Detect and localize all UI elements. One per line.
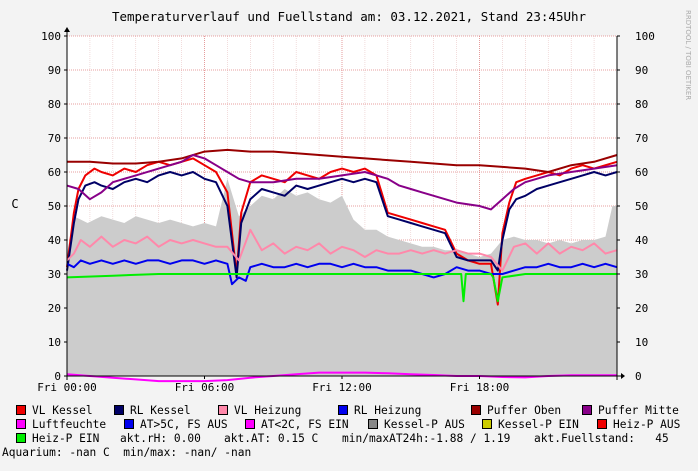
y-tick-label-right: 100 bbox=[635, 30, 655, 43]
legend-swatch bbox=[482, 419, 492, 429]
y-tick-label-right: 20 bbox=[635, 302, 648, 315]
x-tick-label: Fri 12:00 bbox=[312, 381, 372, 394]
legend-item-puffer-oben: Puffer Oben bbox=[471, 404, 561, 418]
legend-label: VL Kessel bbox=[32, 404, 93, 417]
series-heiz-p-ein bbox=[66, 273, 617, 303]
aquarium-info: Aquarium: -nan C min/max: -nan/ -nan bbox=[2, 446, 252, 459]
y-tick-label-left: 60 bbox=[48, 166, 61, 179]
legend-row-2: Luftfeuchte AT>5C, FS AUS AT<2C, FS EIN … bbox=[16, 418, 696, 432]
y-tick-label-left: 10 bbox=[48, 336, 61, 349]
legend-label: Luftfeuchte bbox=[32, 418, 107, 431]
legend-swatch bbox=[16, 405, 26, 415]
y-tick-label-left: 70 bbox=[48, 132, 61, 145]
watermark: RRDTOOL / TOBI OETIKER bbox=[684, 10, 692, 100]
legend-item-heiz-p-aus: Heiz-P AUS bbox=[597, 418, 680, 432]
legend-swatch bbox=[338, 405, 348, 415]
legend-item-rl-kessel: RL Kessel bbox=[114, 404, 191, 418]
y-tick-label-right: 80 bbox=[635, 98, 648, 111]
legend-label: VL Heizung bbox=[234, 404, 302, 417]
series-vl-heizung bbox=[66, 228, 618, 272]
legend-label: Puffer Oben bbox=[487, 404, 562, 417]
legend-label: Puffer Mitte bbox=[598, 404, 679, 417]
legend-label: Kessel-P EIN bbox=[498, 418, 579, 431]
y-tick-label-right: 10 bbox=[635, 336, 648, 349]
legend-label: Kessel-P AUS bbox=[384, 418, 465, 431]
y-tick-label-left: 50 bbox=[48, 200, 61, 213]
legend-label: AT>5C, FS AUS bbox=[140, 418, 228, 431]
y-tick-label-left: 80 bbox=[48, 98, 61, 111]
legend-label: RL Heizung bbox=[354, 404, 422, 417]
legend-item-puffer-mitte: Puffer Mitte bbox=[582, 404, 679, 418]
y-tick-label-left: 40 bbox=[48, 234, 61, 247]
stat-rh: akt.rH: 0.00 bbox=[120, 432, 201, 445]
legend-row-1: VL Kessel RL Kessel VL Heizung RL Heizun… bbox=[16, 404, 696, 418]
series-luftfeuchte bbox=[66, 371, 617, 383]
y-tick-label-left: 100 bbox=[41, 30, 61, 43]
series-rl-heizung bbox=[66, 259, 618, 286]
legend-item-vl-kessel: VL Kessel bbox=[16, 404, 93, 418]
legend-label: RL Kessel bbox=[130, 404, 191, 417]
legend-label: Heiz-P EIN bbox=[32, 432, 100, 445]
legend-swatch bbox=[124, 419, 134, 429]
y-axis-label: C bbox=[11, 197, 18, 211]
legend-row-3: Heiz-P EIN akt.rH: 0.00 akt.AT: 0.15 C m… bbox=[16, 432, 696, 446]
legend-swatch bbox=[245, 419, 255, 429]
series-rl-kessel bbox=[66, 171, 618, 279]
legend-item-luftfeuchte: Luftfeuchte bbox=[16, 418, 106, 432]
y-tick-label-left: 0 bbox=[54, 370, 61, 383]
legend-item-at-lt-2c: AT<2C, FS EIN bbox=[245, 418, 349, 432]
y-axis-arrow bbox=[64, 27, 70, 32]
legend-swatch bbox=[16, 433, 26, 443]
legend-swatch bbox=[114, 405, 124, 415]
series-layer bbox=[66, 148, 618, 383]
y-tick-label-right: 50 bbox=[635, 200, 648, 213]
x-tick-label: Fri 06:00 bbox=[175, 381, 235, 394]
chart-title: Temperaturverlauf und Fuellstand am: 03.… bbox=[112, 9, 587, 24]
y-tick-label-left: 20 bbox=[48, 302, 61, 315]
legend-swatch bbox=[16, 419, 26, 429]
legend-item-at-gt-5c: AT>5C, FS AUS bbox=[124, 418, 228, 432]
area-kessel-p-aus bbox=[67, 178, 617, 376]
y-tick-label-right: 90 bbox=[635, 64, 648, 77]
legend-row-4: Aquarium: -nan C min/max: -nan/ -nan bbox=[2, 446, 696, 460]
x-axis-arrow bbox=[621, 373, 625, 379]
legend-swatch bbox=[597, 419, 607, 429]
stat-minmax: min/maxAT24h:-1.88 / 1.19 bbox=[342, 432, 511, 445]
legend-label: Heiz-P AUS bbox=[613, 418, 681, 431]
legend-item-heiz-p-ein: Heiz-P EIN bbox=[16, 432, 99, 446]
legend-item-rl-heizung: RL Heizung bbox=[338, 404, 421, 418]
series-puffer-mitte bbox=[66, 154, 618, 211]
y-tick-label-right: 0 bbox=[635, 370, 642, 383]
stat-fuellstand: akt.Fuellstand: 45 bbox=[534, 432, 669, 445]
series-vl-kessel bbox=[66, 157, 618, 306]
y-tick-label-left: 90 bbox=[48, 64, 61, 77]
legend-swatch bbox=[582, 405, 592, 415]
legend-swatch bbox=[368, 419, 378, 429]
y-tick-label-right: 30 bbox=[635, 268, 648, 281]
legend-item-vl-heizung: VL Heizung bbox=[218, 404, 301, 418]
legend-item-kessel-p-ein: Kessel-P EIN bbox=[482, 418, 579, 432]
y-tick-label-right: 40 bbox=[635, 234, 648, 247]
legend: VL Kessel RL Kessel VL Heizung RL Heizun… bbox=[2, 404, 696, 460]
series-puffer-oben bbox=[67, 148, 618, 173]
stat-at: akt.AT: 0.15 C bbox=[224, 432, 319, 445]
y-tick-label-right: 70 bbox=[635, 132, 648, 145]
x-tick-label: Fri 00:00 bbox=[37, 381, 97, 394]
legend-swatch bbox=[218, 405, 228, 415]
legend-label: AT<2C, FS EIN bbox=[261, 418, 349, 431]
legend-swatch bbox=[471, 405, 481, 415]
chart: Temperaturverlauf und Fuellstand am: 03.… bbox=[11, 9, 692, 394]
y-tick-label-left: 30 bbox=[48, 268, 61, 281]
x-tick-label: Fri 18:00 bbox=[450, 381, 510, 394]
axes: 0 0 10 10 20 20 30 30 40 40 50 50 60 60 70 70 80 80 90 90 10… bbox=[37, 27, 655, 394]
y-tick-label-right: 60 bbox=[635, 166, 648, 179]
legend-item-kessel-p-aus: Kessel-P AUS bbox=[368, 418, 465, 432]
area-layer bbox=[67, 178, 617, 376]
